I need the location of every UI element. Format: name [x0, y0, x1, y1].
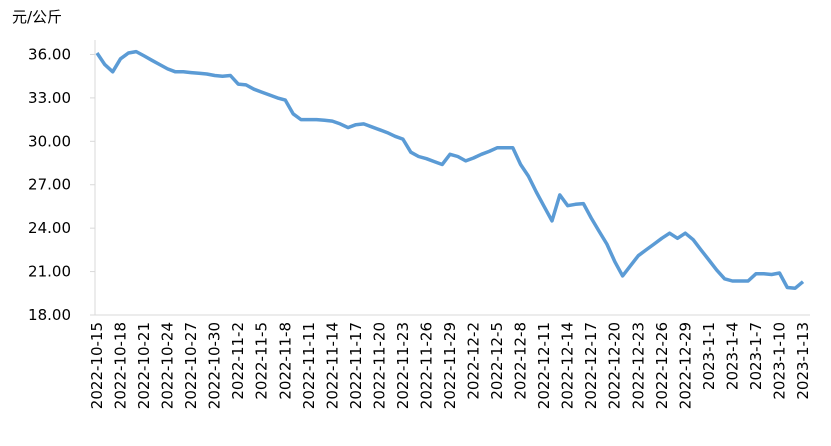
x-tick-label: 2023-1-4 — [723, 322, 741, 390]
x-tick-label: 2022-11-20 — [370, 322, 388, 409]
x-tick-label: 2022-11-8 — [276, 322, 294, 400]
x-tick-label: 2022-12-5 — [488, 322, 506, 400]
y-tick-label: 33.00 — [28, 89, 71, 107]
x-tick-label: 2022-12-23 — [629, 322, 647, 409]
x-tick-label: 2022-12-14 — [559, 322, 577, 409]
x-tick-label: 2022-12-20 — [606, 322, 624, 409]
x-tick-label: 2022-11-26 — [417, 322, 435, 409]
x-tick-label: 2022-11-11 — [300, 322, 318, 409]
x-tick-label: 2022-12-26 — [653, 322, 671, 409]
x-tick-label: 2022-10-15 — [88, 322, 106, 409]
x-tick-label: 2023-1-1 — [700, 322, 718, 390]
x-tick-label: 2022-10-30 — [206, 322, 224, 409]
y-tick-label: 36.00 — [28, 45, 71, 63]
x-tick-label: 2022-11-5 — [253, 322, 271, 400]
x-tick-label: 2022-10-21 — [135, 322, 153, 409]
x-tick-label: 2022-11-14 — [323, 322, 341, 409]
y-tick-label: 18.00 — [28, 306, 71, 324]
y-tick-label: 27.00 — [28, 176, 71, 194]
x-tick-label: 2022-12-2 — [465, 322, 483, 400]
x-tick-label: 2022-12-8 — [512, 322, 530, 400]
x-tick-label: 2022-10-24 — [159, 322, 177, 409]
x-tick-label: 2022-10-18 — [112, 322, 130, 409]
x-tick-label: 2022-12-11 — [535, 322, 553, 409]
x-tick-label: 2022-12-17 — [582, 322, 600, 409]
y-axis-label: 元/公斤 — [12, 8, 62, 26]
x-tick-label: 2022-11-29 — [441, 322, 459, 409]
y-tick-label: 30.00 — [28, 132, 71, 150]
x-tick-label: 2022-10-27 — [182, 322, 200, 409]
line — [95, 49, 805, 290]
x-tick-label: 2023-1-13 — [794, 322, 812, 400]
y-tick-label: 24.00 — [28, 219, 71, 237]
x-tick-label: 2022-11-23 — [394, 322, 412, 409]
x-tick-label: 2022-11-2 — [229, 322, 247, 400]
x-tick-label: 2022-12-29 — [676, 322, 694, 409]
x-tick-label: 2023-1-7 — [747, 322, 765, 390]
x-tick-label: 2023-1-10 — [770, 322, 788, 400]
x-tick-label: 2022-11-17 — [347, 322, 365, 409]
y-tick-label: 21.00 — [28, 263, 71, 281]
